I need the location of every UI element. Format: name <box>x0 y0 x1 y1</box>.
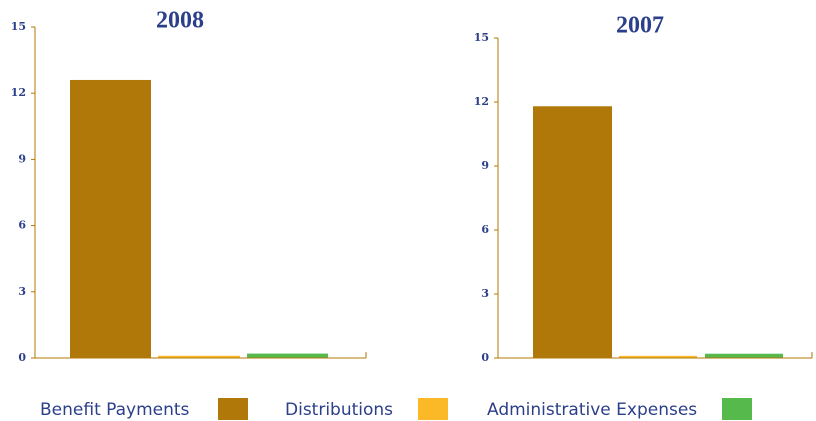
y-tick-label: 15 <box>11 20 26 33</box>
y-tick-label: 12 <box>474 95 489 108</box>
chart-title: 2007 <box>616 13 664 39</box>
legend-label: Administrative Expenses <box>487 400 697 420</box>
y-tick-label: 0 <box>18 351 26 364</box>
bar <box>533 106 612 359</box>
y-tick-label: 3 <box>481 287 489 300</box>
bar <box>158 355 240 358</box>
y-tick-label: 6 <box>18 219 26 232</box>
legend-swatch <box>218 398 248 420</box>
y-tick-label: 0 <box>481 351 489 364</box>
bar <box>70 79 151 359</box>
y-tick-label: 9 <box>18 152 26 165</box>
y-tick-label: 15 <box>474 31 489 44</box>
y-tick-label: 9 <box>481 159 489 172</box>
y-tick-label: 6 <box>481 223 489 236</box>
y-tick-label: 12 <box>11 86 26 99</box>
bar <box>619 355 697 358</box>
bar <box>247 353 328 358</box>
y-tick-label: 3 <box>18 285 26 298</box>
legend-swatch <box>722 398 752 420</box>
legend-label: Distributions <box>285 400 393 420</box>
legend-swatch <box>418 398 448 420</box>
bar <box>705 353 783 358</box>
legend-label: Benefit Payments <box>40 400 190 420</box>
chart-title: 2008 <box>156 8 204 34</box>
